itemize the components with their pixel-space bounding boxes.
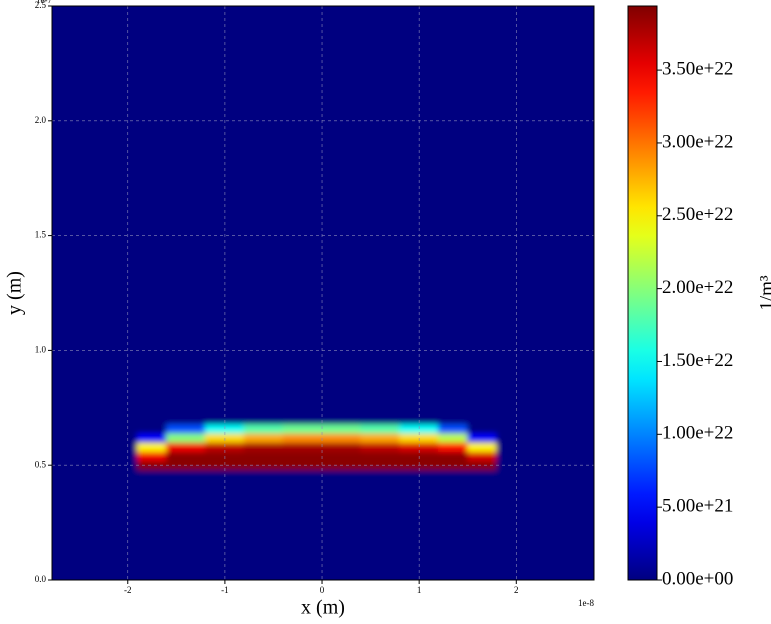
heatmap-cell (360, 450, 401, 462)
heatmap-cell (360, 469, 401, 580)
heatmap-cell (467, 460, 498, 471)
x-tick-label: 0 (320, 585, 325, 595)
heatmap-cell (243, 469, 284, 580)
heatmap-cell (467, 469, 498, 580)
colorbar-tick-label: 1.50e+22 (662, 350, 733, 371)
heatmap-cell (204, 460, 245, 471)
heatmap-cell (52, 423, 138, 434)
heatmap-cell (166, 441, 206, 452)
heatmap-cell (438, 423, 469, 434)
heatmap-cells (52, 6, 594, 580)
y-tick-label: 0.0 (35, 574, 47, 584)
heatmap-cell (243, 441, 284, 452)
colorbar (627, 5, 658, 581)
heatmap-cell (438, 441, 469, 452)
heatmap-cell (467, 6, 498, 425)
heatmap-cell (360, 423, 401, 434)
heatmap-cell (166, 469, 206, 580)
heatmap-cell (136, 423, 168, 434)
heatmap-cell (496, 6, 594, 425)
heatmap-cell (496, 450, 594, 462)
heatmap-cell (282, 460, 323, 471)
heatmap-cell (282, 432, 323, 443)
colorbar-tick-label: 1.00e+22 (662, 423, 733, 444)
colorbar-tick-label: 5.00e+21 (662, 496, 733, 517)
colorbar-tick-label: 0.00e+00 (662, 568, 733, 589)
heatmap-cell (467, 423, 498, 434)
heatmap-cell (52, 6, 138, 425)
heatmap-cell (496, 441, 594, 452)
heatmap-cell (496, 432, 594, 443)
y-tick-label: 0.5 (35, 459, 47, 469)
heatmap-cell (136, 6, 168, 425)
colorbar-tick-label: 2.50e+22 (662, 204, 733, 225)
heatmap-cell (282, 6, 323, 425)
y-offset-label: 1e-7 (36, 0, 52, 5)
heatmap-cell (52, 450, 138, 462)
colorbar-tick-label: 2.00e+22 (662, 277, 733, 298)
heatmap-cell (52, 469, 138, 580)
colorbar-tick-label: 3.00e+22 (662, 131, 733, 152)
heatmap-cell (136, 432, 168, 443)
x-tick-label: -2 (124, 585, 132, 595)
heatmap-cell (166, 450, 206, 462)
heatmap-cell (438, 469, 469, 580)
heatmap-cell (282, 469, 323, 580)
heatmap-cell (282, 450, 323, 462)
y-tick-label: 1.0 (35, 344, 47, 354)
heatmap-cell (321, 441, 362, 452)
heatmap-cell (321, 432, 362, 443)
heatmap-cell (166, 6, 206, 425)
y-tick-label: 2.0 (35, 115, 47, 125)
heatmap-cell (321, 450, 362, 462)
plot-frame (51, 5, 595, 581)
heatmap-cell (496, 423, 594, 434)
heatmap-cell (467, 450, 498, 462)
heatmap-cell (282, 423, 323, 434)
heatmap-cell (136, 460, 168, 471)
y-axis-label: y (m) (4, 271, 26, 315)
x-tick-label: -1 (221, 585, 229, 595)
colorbar-label: 1/m³ (756, 275, 771, 311)
heatmap-cell (438, 432, 469, 443)
heatmap-cell (360, 460, 401, 471)
heatmap-cell (136, 441, 168, 452)
heatmap-cell (321, 469, 362, 580)
heatmap-cell (243, 423, 284, 434)
y-tick-label: 1.5 (35, 230, 47, 240)
colorbar-tick-label: 3.50e+22 (662, 58, 733, 79)
heatmap-cell (360, 6, 401, 425)
heatmap-cell (467, 441, 498, 452)
x-tick-label: 1 (417, 585, 422, 595)
heatmap-cell (496, 469, 594, 580)
heatmap-cell (243, 6, 284, 425)
heatmap-cell (360, 441, 401, 452)
heatmap-cell (438, 450, 469, 462)
heatmap-cell (243, 450, 284, 462)
heatmap-cell (136, 450, 168, 462)
heatmap-cell (166, 432, 206, 443)
heatmap-cell (52, 432, 138, 443)
heatmap-cell (321, 6, 362, 425)
heatmap-cell (467, 432, 498, 443)
heatmap-cell (399, 432, 440, 443)
heatmap-cell (438, 6, 469, 425)
y-tick-label: 2.5 (35, 0, 47, 10)
x-tick-label: 2 (514, 585, 519, 595)
heatmap (52, 6, 594, 580)
x-offset-label: 1e-8 (578, 598, 594, 608)
heatmap-cell (282, 441, 323, 452)
heatmap-cell (204, 432, 245, 443)
heatmap-cell (166, 423, 206, 434)
heatmap-cell (321, 423, 362, 434)
heatmap-cell (438, 460, 469, 471)
heatmap-cell (360, 432, 401, 443)
heatmap-cell (136, 469, 168, 580)
heatmap-cell (243, 432, 284, 443)
heatmap-cell (52, 441, 138, 452)
x-axis-label: x (m) (301, 597, 345, 619)
